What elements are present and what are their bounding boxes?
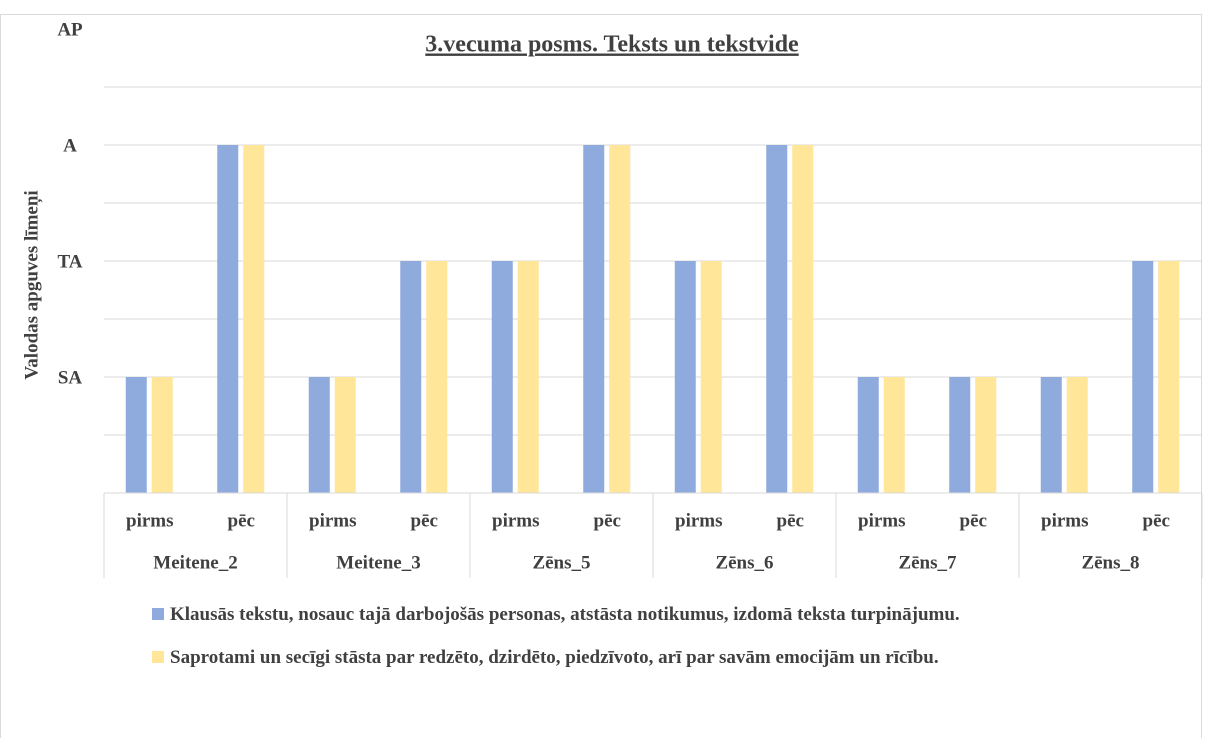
bar (491, 261, 513, 493)
bar (857, 377, 879, 493)
bar (609, 145, 631, 493)
bar (243, 145, 265, 493)
bar (1132, 261, 1154, 493)
y-tick-label: TA (58, 251, 83, 272)
x-tick-label: pēc (777, 510, 804, 531)
bar (792, 145, 814, 493)
chart-frame (0, 14, 1202, 738)
x-tick-label: pēc (960, 510, 987, 531)
bar (975, 377, 997, 493)
bar (700, 261, 722, 493)
y-tick-label: SA (58, 367, 83, 388)
x-tick-label: pēc (411, 510, 438, 531)
legend-swatch (152, 608, 164, 620)
group-label: Meitene_2 (153, 552, 237, 573)
x-tick-label: pirms (492, 510, 540, 531)
group-label: Zēns_7 (898, 552, 957, 573)
x-tick-label: pirms (675, 510, 723, 531)
group-label: Zēns_5 (532, 552, 590, 573)
legend-label: Saprotami un secīgi stāsta par redzēto, … (170, 647, 939, 668)
group-label: Meitene_3 (336, 552, 420, 573)
bar (1066, 377, 1088, 493)
y-tick-label: AP (57, 19, 83, 40)
legend-item: Saprotami un secīgi stāsta par redzēto, … (150, 643, 1070, 673)
legend-label: Klausās tekstu, nosauc tajā darbojošās p… (170, 604, 960, 625)
bar (517, 261, 539, 493)
legend-item: Klausās tekstu, nosauc tajā darbojošās p… (150, 600, 1070, 630)
group-label: Zēns_8 (1081, 552, 1139, 573)
bar (400, 261, 422, 493)
bar (151, 377, 173, 493)
bar (1040, 377, 1062, 493)
x-tick-label: pēc (594, 510, 621, 531)
x-tick-label: pirms (858, 510, 906, 531)
x-tick-label: pēc (228, 510, 255, 531)
bar (883, 377, 905, 493)
y-tick-label: A (63, 135, 77, 156)
bar (1158, 261, 1180, 493)
bar (125, 377, 147, 493)
bar (766, 145, 788, 493)
x-tick-label: pirms (126, 510, 174, 531)
legend-swatch (152, 651, 164, 663)
bar (308, 377, 330, 493)
bar (334, 377, 356, 493)
y-axis-title: Valodas apguves līmeņi (21, 190, 42, 379)
bar (217, 145, 239, 493)
bar (674, 261, 696, 493)
group-label: Zēns_6 (715, 552, 773, 573)
bar (426, 261, 448, 493)
x-tick-label: pirms (309, 510, 357, 531)
x-tick-label: pirms (1041, 510, 1089, 531)
bar (949, 377, 971, 493)
bar (583, 145, 605, 493)
legend: Klausās tekstu, nosauc tajā darbojošās p… (150, 600, 1070, 686)
chart-title: 3.vecuma posms. Teksts un tekstvide (425, 32, 799, 58)
x-tick-label: pēc (1143, 510, 1170, 531)
